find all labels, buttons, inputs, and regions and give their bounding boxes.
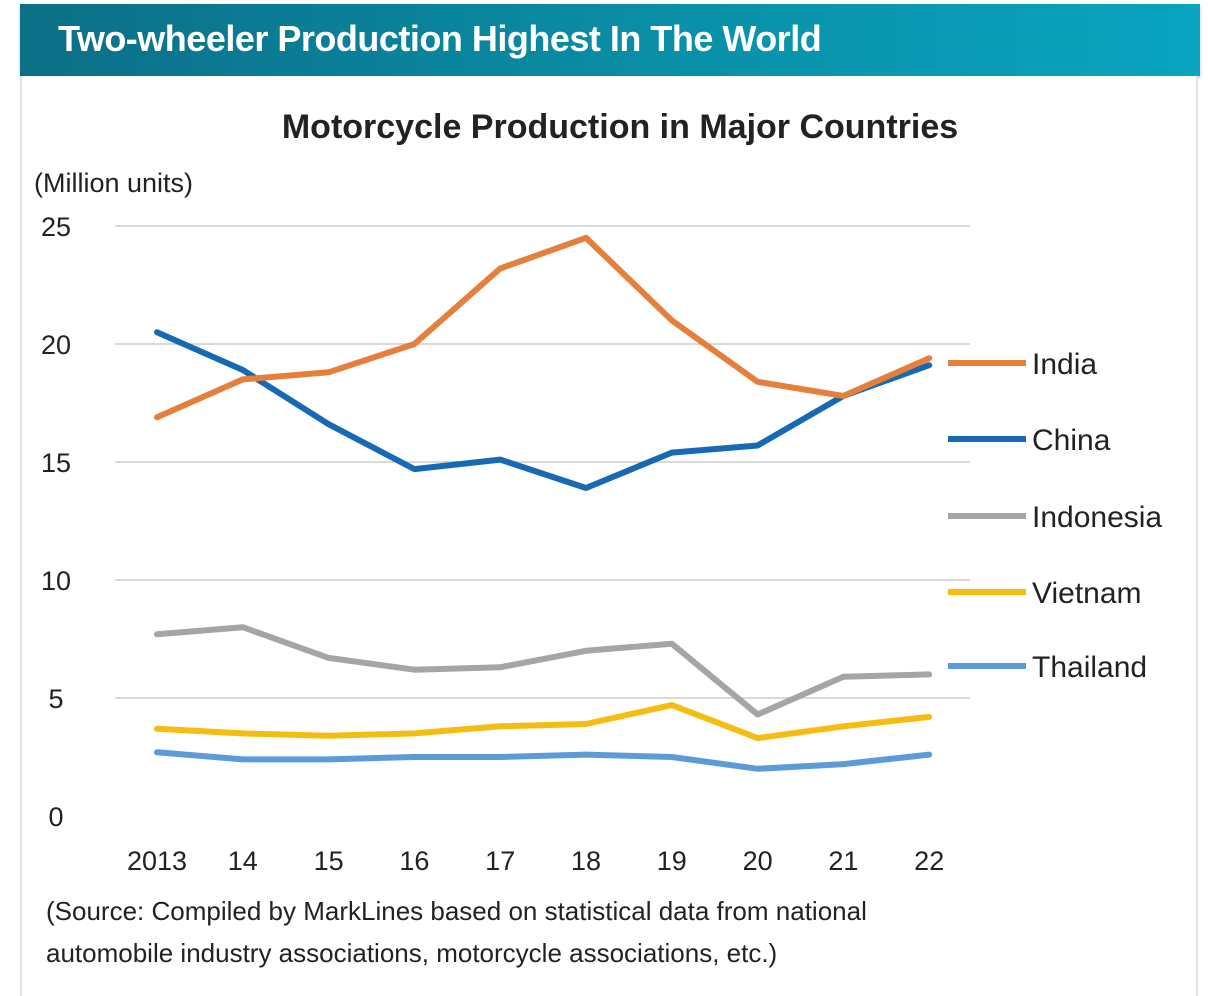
x-tick-label: 15 xyxy=(314,846,344,876)
x-tick-label: 21 xyxy=(828,846,858,876)
legend-label-thailand: Thailand xyxy=(1032,651,1147,684)
header-banner: Two-wheeler Production Highest In The Wo… xyxy=(20,4,1200,76)
x-tick-label: 19 xyxy=(657,846,687,876)
legend-label-china: China xyxy=(1032,424,1111,457)
chart-panel xyxy=(20,76,1198,996)
page-title: Two-wheeler Production Highest In The Wo… xyxy=(58,18,822,59)
y-tick-label: 25 xyxy=(41,212,71,242)
x-tick-label: 18 xyxy=(571,846,601,876)
series-line-india xyxy=(154,234,933,421)
chart-title: Motorcycle Production in Major Countries xyxy=(282,108,958,146)
y-tick-label: 0 xyxy=(48,802,63,832)
legend-label-vietnam: Vietnam xyxy=(1032,577,1142,610)
y-axis-ticks: 0 5 10 15 20 25 xyxy=(41,212,71,832)
y-tick-label: 20 xyxy=(41,330,71,360)
x-tick-label: 16 xyxy=(399,846,429,876)
legend-label-india: India xyxy=(1032,348,1097,381)
source-line: automobile industry associations, motorc… xyxy=(46,938,777,968)
source-line: (Source: Compiled by MarkLines based on … xyxy=(46,896,867,926)
y-tick-label: 10 xyxy=(41,566,71,596)
legend: India China Indonesia Vietnam Thailand xyxy=(948,348,1162,684)
x-tick-label: 20 xyxy=(743,846,773,876)
x-tick-label: 22 xyxy=(914,846,944,876)
series-line-vietnam xyxy=(154,702,933,742)
y-tick-label: 5 xyxy=(48,684,63,714)
x-tick-label: 14 xyxy=(228,846,258,876)
y-tick-label: 15 xyxy=(41,448,71,478)
series-line-china xyxy=(154,329,933,491)
series-line-thailand xyxy=(154,749,933,772)
x-tick-label: 17 xyxy=(485,846,515,876)
legend-label-indonesia: Indonesia xyxy=(1032,501,1162,534)
gridlines xyxy=(115,225,970,699)
y-axis-unit-label: (Million units) xyxy=(34,168,193,198)
series-line-indonesia xyxy=(154,624,933,718)
x-axis-ticks: 2013 14 15 16 17 18 19 20 21 22 xyxy=(127,846,944,876)
source-note: (Source: Compiled by MarkLines based on … xyxy=(46,896,867,968)
series-lines xyxy=(154,234,933,772)
x-tick-label: 2013 xyxy=(127,846,187,876)
